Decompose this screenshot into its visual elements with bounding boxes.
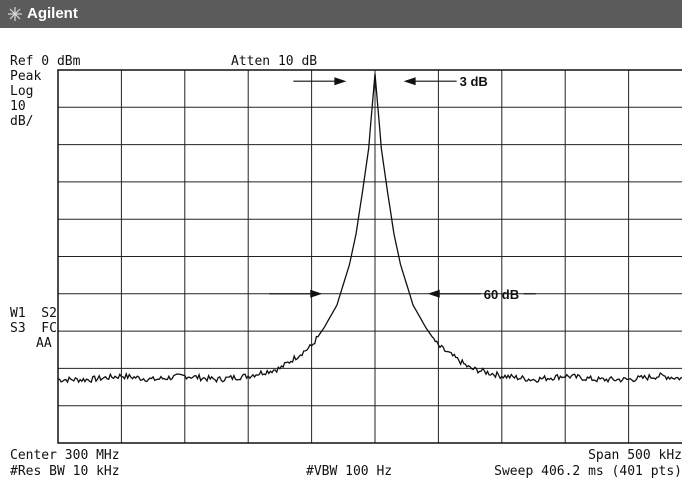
scale-type-label: Log [10, 84, 34, 99]
spectrum-trace [57, 73, 682, 384]
trace-status-line1: W1 S2 [10, 306, 57, 321]
trace-status-line2: S3 FC [10, 321, 57, 336]
annotation-arrowhead-60db-left [310, 289, 323, 298]
span-readout: Span 500 kHz [588, 448, 682, 463]
vbw-readout: #VBW 100 Hz [306, 464, 393, 479]
title-bar: Agilent [0, 0, 682, 28]
res-bw-readout: #Res BW 10 kHz [10, 464, 120, 479]
annotation-label-3db: 3 dB [460, 74, 488, 89]
annotation-arrowhead-3db-right [403, 77, 416, 86]
brand-name: Agilent [27, 5, 78, 22]
sweep-readout: Sweep 406.2 ms (401 pts) [494, 464, 682, 479]
center-frequency-readout: Center 300 MHz [10, 448, 120, 463]
annotation-arrowhead-3db-left [334, 77, 347, 86]
ref-level-readout: Ref 0 dBm [10, 54, 81, 69]
trace-status-line3: AA [36, 336, 52, 351]
plot-frame [57, 69, 682, 444]
detector-label: Peak [10, 69, 42, 84]
attenuation-readout: Atten 10 dB [231, 54, 318, 69]
scale-value-label: 10 [10, 99, 26, 114]
annotation-arrowhead-60db-right [427, 289, 440, 298]
annotation-label-60db: 60 dB [484, 287, 519, 302]
scale-unit-label: dB/ [10, 114, 34, 129]
agilent-spark-icon [8, 7, 22, 21]
